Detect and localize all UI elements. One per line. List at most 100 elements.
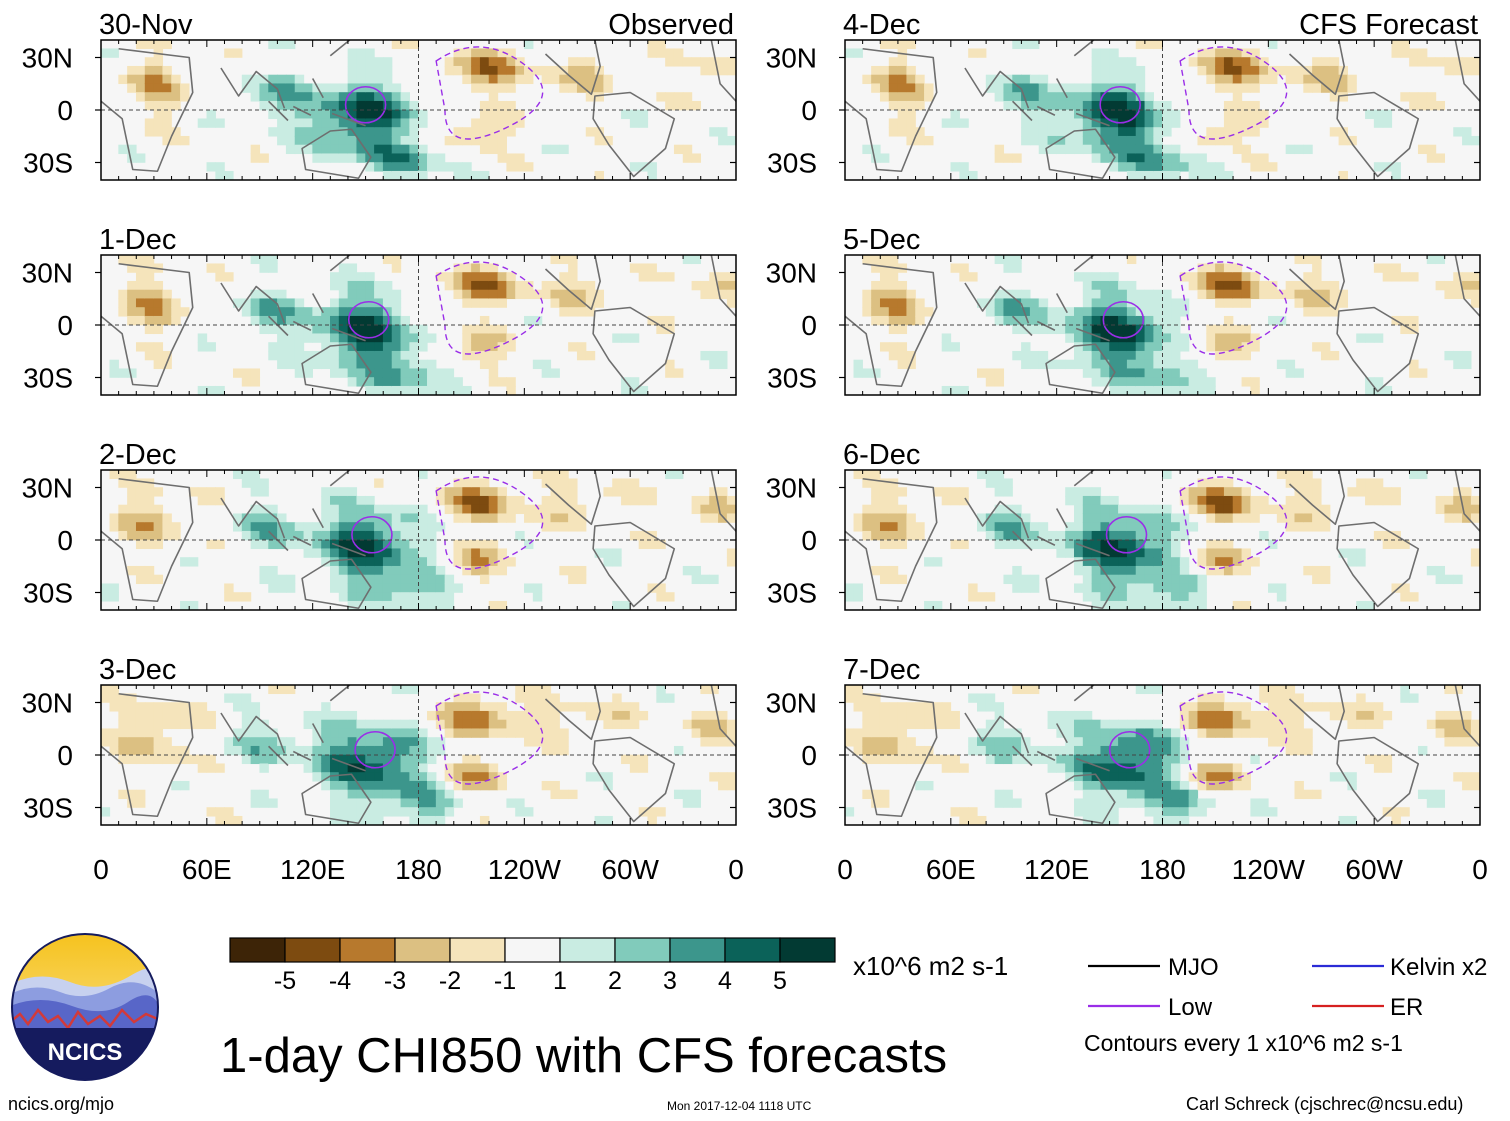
field-cell xyxy=(268,255,278,265)
field-cell xyxy=(1082,710,1093,721)
field-cell xyxy=(479,815,490,825)
field-cell xyxy=(1038,522,1049,532)
field-cell xyxy=(374,600,384,610)
field-cell xyxy=(906,65,916,76)
field-cell xyxy=(356,789,366,800)
field-cell xyxy=(1003,74,1013,85)
field-cell xyxy=(268,539,278,550)
coastline xyxy=(101,47,194,173)
field-cell xyxy=(1171,307,1181,317)
field-cell xyxy=(1215,780,1225,791)
field-cell xyxy=(453,728,463,738)
field-cell xyxy=(1268,737,1278,747)
field-cell xyxy=(924,600,934,610)
field-cell xyxy=(959,495,969,506)
field-cell xyxy=(215,272,225,282)
field-cell xyxy=(321,153,331,163)
field-cell xyxy=(153,350,164,361)
field-cell xyxy=(629,377,640,387)
field-cell xyxy=(897,307,908,317)
field-cell xyxy=(665,272,675,282)
field-cell xyxy=(1223,83,1234,93)
field-cell xyxy=(1206,135,1216,146)
field-cell xyxy=(382,719,393,730)
field-cell xyxy=(453,798,463,808)
field-cell xyxy=(391,530,402,541)
field-cell xyxy=(1417,789,1428,800)
field-cell xyxy=(241,522,252,532)
field-cell xyxy=(321,702,331,712)
field-cell xyxy=(603,815,613,825)
field-cell xyxy=(1294,719,1304,730)
field-cell xyxy=(621,710,631,721)
field-cell xyxy=(250,289,261,300)
field-cell xyxy=(1223,135,1234,146)
field-cell xyxy=(897,118,908,128)
field-cell xyxy=(915,92,925,102)
field-cell xyxy=(532,504,543,515)
field-cell xyxy=(400,109,410,120)
field-cell xyxy=(1197,592,1207,602)
field-cell xyxy=(462,539,472,550)
field-cell xyxy=(1144,728,1154,738)
field-cell xyxy=(1118,65,1128,76)
coastline xyxy=(268,470,366,557)
field-cell xyxy=(1003,574,1013,585)
field-cell xyxy=(871,522,881,532)
low-contour-negative xyxy=(1179,46,1288,140)
field-cell xyxy=(1294,522,1304,532)
footer-website[interactable]: ncics.org/mjo xyxy=(8,1094,115,1114)
field-cell xyxy=(471,263,481,273)
field-cell xyxy=(435,789,446,800)
field-cell xyxy=(285,522,296,532)
field-cell xyxy=(391,385,402,395)
field-cell xyxy=(435,368,446,378)
field-cell xyxy=(1153,504,1163,515)
field-cell xyxy=(1223,539,1234,550)
field-cell xyxy=(559,487,569,497)
field-cell xyxy=(427,600,437,610)
field-cell xyxy=(1232,350,1243,361)
field-cell xyxy=(1074,504,1084,515)
field-cell xyxy=(1223,504,1234,515)
field-cell xyxy=(1241,127,1251,137)
colorbar-swatch xyxy=(559,937,616,963)
field-cell xyxy=(1294,504,1304,515)
field-cell xyxy=(285,92,296,102)
field-cell xyxy=(1029,298,1040,308)
field-cell xyxy=(506,109,516,120)
field-cell xyxy=(994,745,1005,756)
field-cell xyxy=(1347,548,1357,558)
field-cell xyxy=(1135,719,1146,730)
field-cell xyxy=(241,754,252,765)
field-cell xyxy=(180,745,190,756)
field-cell xyxy=(285,685,296,695)
field-cell xyxy=(1329,298,1340,308)
field-cell xyxy=(1312,702,1322,712)
field-cell xyxy=(1470,298,1480,308)
field-cell xyxy=(471,548,481,558)
field-cell xyxy=(906,289,916,300)
field-cell xyxy=(1179,600,1190,610)
field-cell xyxy=(700,495,710,506)
field-cell xyxy=(418,780,428,791)
coastline xyxy=(1012,40,1110,127)
field-cell xyxy=(215,385,225,395)
field-cell xyxy=(1047,530,1057,541)
field-cell xyxy=(1197,162,1207,172)
field-cell xyxy=(374,728,384,738)
field-cell xyxy=(1126,92,1137,102)
field-cell xyxy=(1171,368,1181,378)
field-cell xyxy=(365,280,375,291)
field-cell xyxy=(532,702,543,712)
field-cell xyxy=(1003,504,1013,515)
field-cell xyxy=(1144,162,1154,172)
field-cell xyxy=(532,470,543,480)
field-cell xyxy=(1153,798,1163,808)
field-cell xyxy=(638,710,649,721)
field-cell xyxy=(118,745,128,756)
field-cell xyxy=(444,65,455,76)
field-cell xyxy=(365,350,375,361)
field-cell xyxy=(576,74,587,85)
field-cell xyxy=(1312,272,1322,282)
